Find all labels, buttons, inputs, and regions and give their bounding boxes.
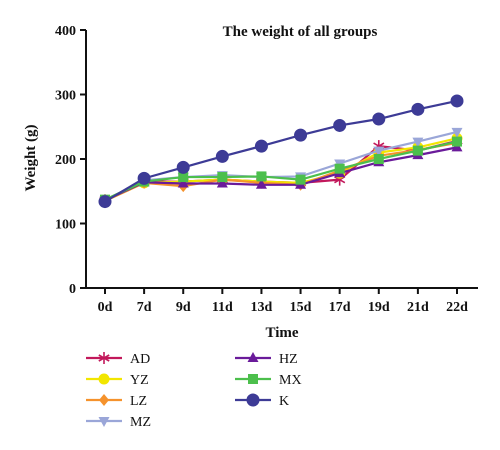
series-layer	[98, 94, 464, 209]
legend-item-hz: HZ	[235, 352, 298, 367]
data-point-mx	[295, 174, 306, 185]
legend-marker	[248, 374, 258, 384]
data-point-mx	[412, 145, 423, 156]
legend-item-yz: YZ	[86, 373, 149, 388]
series-line-k	[104, 99, 458, 203]
legend-marker	[98, 417, 110, 427]
data-point-k	[372, 112, 386, 126]
x-tick-label: 13d	[251, 300, 273, 315]
data-point-mx	[217, 172, 228, 183]
data-point-hz	[177, 177, 189, 188]
legend-marker	[99, 394, 109, 406]
y-tick-label: 0	[69, 282, 76, 297]
series-line-yz	[104, 137, 458, 202]
data-point-k	[333, 118, 347, 132]
data-point-mx	[452, 136, 462, 147]
x-tick-label: 19d	[368, 300, 390, 315]
data-point-hz	[216, 177, 228, 188]
data-point-k	[215, 149, 229, 163]
legend-marker	[247, 352, 259, 362]
series-line-mz	[104, 130, 458, 202]
x-tick-label: 22d	[446, 300, 468, 315]
x-tick-label: 21d	[407, 300, 429, 315]
data-point-mx	[256, 171, 267, 182]
legend-item-lz: LZ	[86, 394, 147, 409]
legend-marker	[98, 352, 110, 364]
axes: 0 100 200 300 400 0d 7d 9d 11d 13d 15d 17d 19d 21d 22d	[55, 24, 478, 315]
x-tick-label: 17d	[329, 300, 351, 315]
legend-item-ad: AD	[86, 352, 150, 367]
data-point-mz	[373, 146, 385, 157]
y-tick-label: 300	[55, 89, 76, 104]
legend-item-k: K	[235, 393, 289, 409]
data-point-mx	[178, 172, 189, 183]
y-tick-label: 400	[55, 24, 76, 39]
x-tick-label: 15d	[290, 300, 312, 315]
series-mx	[100, 136, 462, 205]
legend-label: MX	[279, 373, 302, 388]
legend-label: LZ	[130, 394, 147, 409]
legend: AD YZ LZ MZ HZ MX K	[86, 352, 302, 430]
x-axis-label: Time	[265, 325, 298, 341]
x-tick-label: 7d	[137, 300, 152, 315]
data-point-k	[137, 171, 151, 185]
series-ad	[99, 134, 463, 207]
data-point-mx	[373, 154, 384, 164]
series-line-hz	[104, 146, 458, 202]
legend-marker	[98, 373, 110, 385]
data-point-k	[98, 195, 112, 209]
data-point-k	[176, 160, 190, 174]
chart-title: The weight of all groups	[223, 24, 378, 40]
data-point-mx	[334, 163, 345, 174]
data-point-k	[450, 94, 464, 108]
data-point-mz	[451, 127, 463, 138]
x-tick-label: 11d	[212, 300, 233, 315]
y-axis-label: Weight (g)	[23, 124, 39, 191]
y-tick-label: 200	[55, 153, 76, 168]
legend-label: AD	[130, 352, 150, 367]
legend-label: K	[279, 394, 289, 409]
data-point-hz	[255, 178, 267, 189]
legend-label: YZ	[130, 373, 149, 388]
legend-label: HZ	[279, 352, 298, 367]
series-lz	[100, 136, 462, 207]
data-point-mz	[412, 137, 424, 148]
legend-item-mz: MZ	[86, 415, 151, 430]
data-point-k	[411, 102, 425, 116]
y-tick-label: 100	[55, 218, 76, 233]
x-tick-label: 0d	[98, 300, 113, 315]
legend-marker	[246, 393, 260, 407]
series-line-lz	[104, 141, 458, 202]
series-line-mx	[104, 140, 458, 201]
data-point-k	[254, 139, 268, 153]
series-k	[98, 94, 464, 209]
legend-label: MZ	[130, 415, 151, 430]
legend-item-mx: MX	[235, 373, 302, 388]
x-tick-label: 9d	[176, 300, 191, 315]
data-point-k	[294, 128, 308, 142]
